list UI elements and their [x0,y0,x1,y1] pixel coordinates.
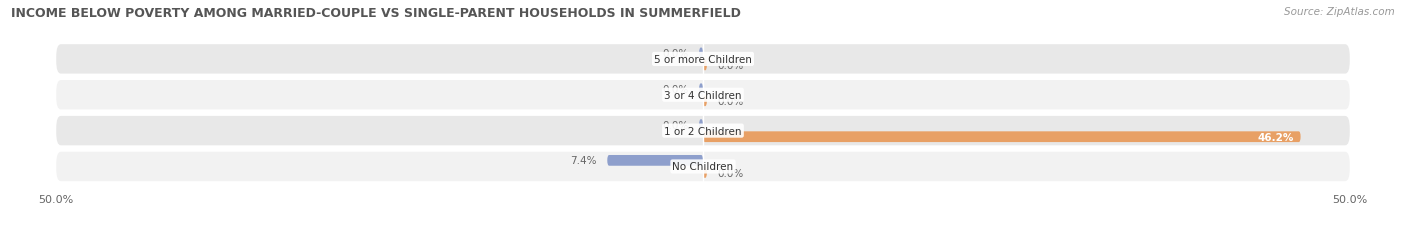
Text: Source: ZipAtlas.com: Source: ZipAtlas.com [1284,7,1395,17]
Text: 0.0%: 0.0% [662,120,689,130]
FancyBboxPatch shape [703,96,707,107]
Text: 5 or more Children: 5 or more Children [654,55,752,65]
Text: 0.0%: 0.0% [717,168,744,178]
FancyBboxPatch shape [56,152,1350,181]
Text: No Children: No Children [672,162,734,172]
Text: 0.0%: 0.0% [662,84,689,94]
FancyBboxPatch shape [703,132,1301,143]
Text: 0.0%: 0.0% [717,61,744,71]
FancyBboxPatch shape [56,81,1350,110]
Text: 1 or 2 Children: 1 or 2 Children [664,126,742,136]
Text: 0.0%: 0.0% [662,49,689,58]
FancyBboxPatch shape [699,84,703,95]
Text: 3 or 4 Children: 3 or 4 Children [664,90,742,100]
FancyBboxPatch shape [703,167,707,178]
Text: 46.2%: 46.2% [1258,132,1294,142]
FancyBboxPatch shape [56,116,1350,146]
FancyBboxPatch shape [607,155,703,166]
FancyBboxPatch shape [703,60,707,71]
FancyBboxPatch shape [56,45,1350,74]
Text: 7.4%: 7.4% [571,156,598,166]
Text: 0.0%: 0.0% [717,96,744,106]
FancyBboxPatch shape [699,48,703,59]
Text: INCOME BELOW POVERTY AMONG MARRIED-COUPLE VS SINGLE-PARENT HOUSEHOLDS IN SUMMERF: INCOME BELOW POVERTY AMONG MARRIED-COUPL… [11,7,741,20]
FancyBboxPatch shape [699,120,703,130]
